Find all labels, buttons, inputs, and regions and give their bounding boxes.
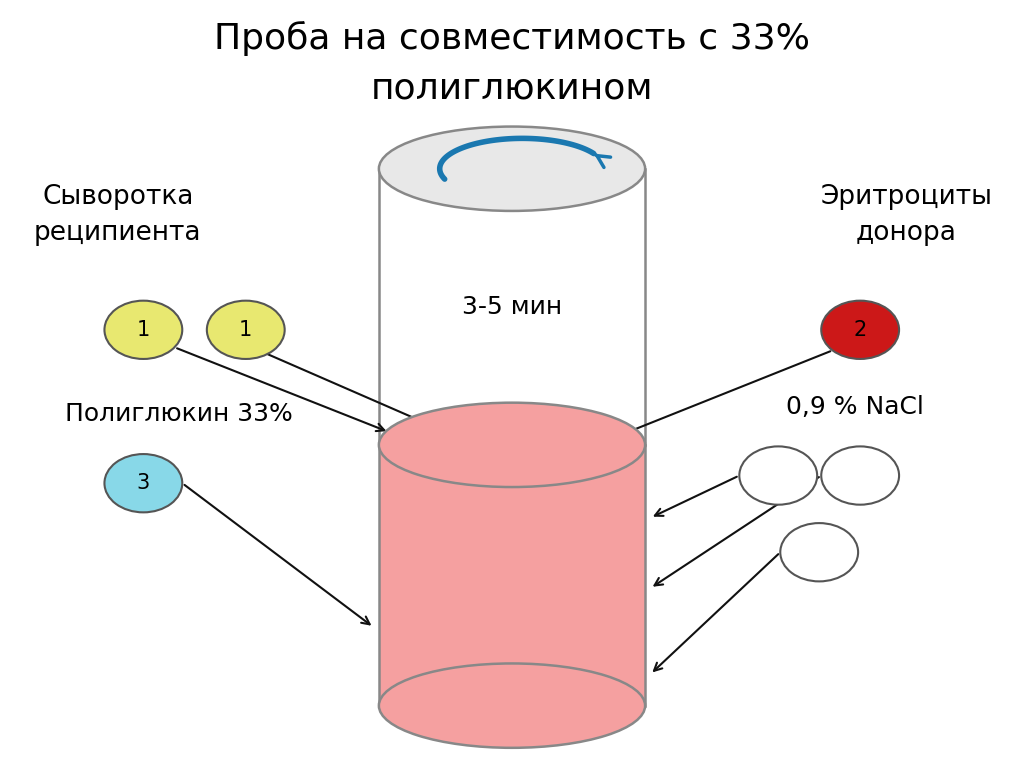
- Text: 3-5 мин: 3-5 мин: [462, 295, 562, 319]
- Text: 3: 3: [137, 473, 150, 493]
- Circle shape: [821, 301, 899, 359]
- Text: 2: 2: [854, 320, 866, 340]
- Text: 1: 1: [240, 320, 252, 340]
- Circle shape: [104, 301, 182, 359]
- Text: 1: 1: [137, 320, 150, 340]
- Circle shape: [739, 446, 817, 505]
- Circle shape: [780, 523, 858, 581]
- Text: полиглюкином: полиглюкином: [371, 71, 653, 105]
- Circle shape: [104, 454, 182, 512]
- Ellipse shape: [379, 403, 645, 487]
- Text: Эритроциты
донора: Эритроциты донора: [820, 184, 992, 245]
- Circle shape: [821, 446, 899, 505]
- Text: 0,9 % NaCl: 0,9 % NaCl: [786, 394, 924, 419]
- Text: Сыворотка
реципиента: Сыворотка реципиента: [34, 184, 202, 245]
- Circle shape: [207, 301, 285, 359]
- Polygon shape: [379, 169, 645, 445]
- Text: Проба на совместимость с 33%: Проба на совместимость с 33%: [214, 21, 810, 56]
- Ellipse shape: [379, 127, 645, 211]
- Polygon shape: [379, 445, 645, 706]
- Ellipse shape: [379, 663, 645, 748]
- Text: Полиглюкин 33%: Полиглюкин 33%: [66, 402, 293, 426]
